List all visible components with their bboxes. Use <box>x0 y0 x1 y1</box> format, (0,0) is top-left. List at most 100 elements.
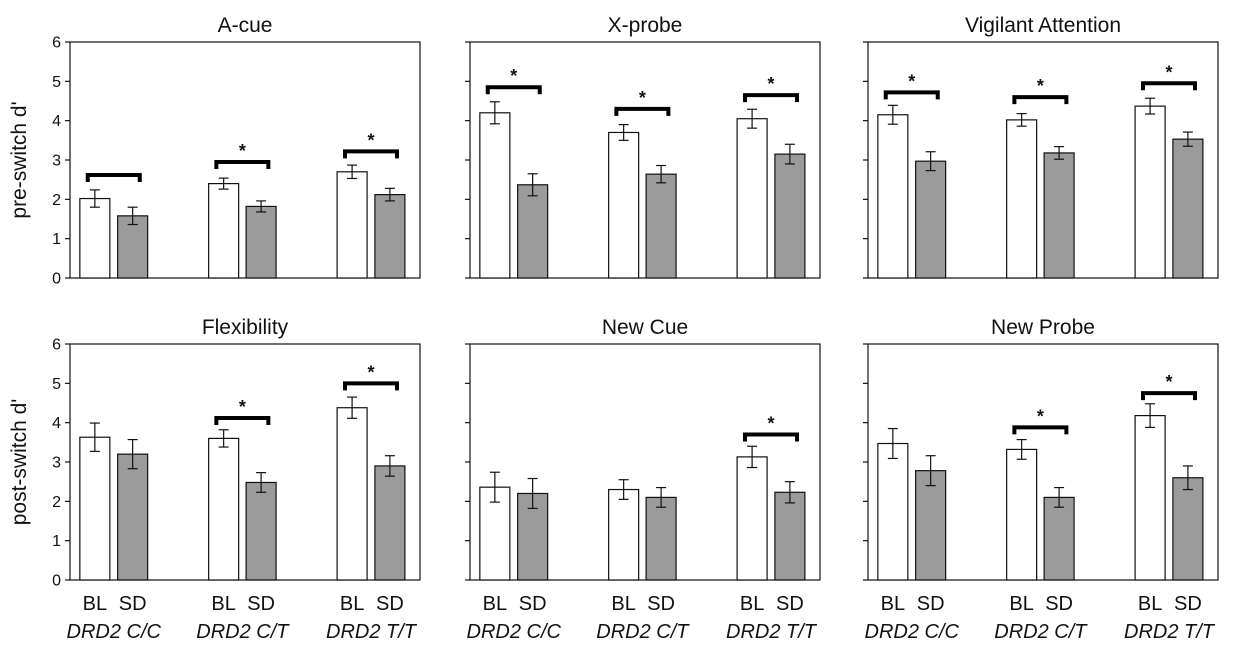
significance-bracket <box>1141 81 1197 91</box>
x-category-label: SD <box>519 593 547 615</box>
significance-marker: * <box>510 66 517 86</box>
significance-marker: * <box>1037 406 1044 426</box>
x-group-label: DRD2 C/T <box>196 621 290 642</box>
bar-bl <box>608 131 640 279</box>
bar-bl <box>736 456 768 581</box>
significance-marker: * <box>1165 62 1172 82</box>
x-category-label: BL <box>83 593 107 615</box>
x-category-label: SD <box>917 593 945 615</box>
x-group-label: DRD2 T/T <box>1124 621 1216 642</box>
y-tick-label: 5 <box>52 376 61 393</box>
bar-sd <box>915 160 947 279</box>
x-category-label: SD <box>119 593 147 615</box>
bar-sd <box>1043 152 1075 279</box>
x-category-label: BL <box>211 593 235 615</box>
x-category-label: BL <box>1009 593 1033 615</box>
panel-title: Flexibility <box>202 316 289 339</box>
y-axis-label: post-switch d' <box>8 399 31 526</box>
bar-bl <box>336 171 368 279</box>
panel-title: A-cue <box>218 14 273 37</box>
x-group-label: DRD2 T/T <box>726 621 818 642</box>
bar-bl <box>877 114 909 279</box>
x-group-label: DRD2 C/C <box>865 621 960 642</box>
significance-bracket <box>214 159 271 169</box>
significance-marker: * <box>1165 372 1172 392</box>
x-category-label: SD <box>1174 593 1202 615</box>
y-tick-label: 6 <box>52 35 61 52</box>
significance-bracket <box>743 93 799 103</box>
significance-bracket <box>343 381 399 391</box>
panel-title: New Probe <box>991 316 1095 339</box>
bar-sd <box>1172 138 1204 279</box>
x-category-label: SD <box>776 593 804 615</box>
significance-marker: * <box>767 413 774 433</box>
significance-bracket <box>743 432 799 442</box>
bar-bl <box>208 183 240 279</box>
panel-title: Vigilant Attention <box>965 14 1121 37</box>
significance-marker: * <box>239 141 246 161</box>
bar-bl <box>736 118 768 279</box>
significance-marker: * <box>908 71 915 91</box>
x-category-label: SD <box>376 593 404 615</box>
y-tick-label: 3 <box>52 153 61 170</box>
bar-sd <box>645 173 677 279</box>
bar-bl <box>79 436 111 581</box>
x-category-label: BL <box>611 593 635 615</box>
bar-sd <box>374 194 406 279</box>
bar-sd <box>1043 496 1075 581</box>
bar-sd <box>117 215 149 279</box>
x-group-label: DRD2 C/T <box>596 621 690 642</box>
significance-bracket <box>343 149 399 159</box>
significance-bracket <box>1141 391 1197 401</box>
y-tick-label: 4 <box>52 113 61 130</box>
bar-bl <box>1134 414 1166 581</box>
significance-bracket <box>214 415 271 425</box>
y-tick-label: 3 <box>52 455 61 472</box>
y-tick-label: 1 <box>52 231 61 248</box>
bar-bl <box>1134 105 1166 279</box>
significance-marker: * <box>767 74 774 94</box>
x-category-label: SD <box>247 593 275 615</box>
x-group-label: DRD2 C/T <box>994 621 1088 642</box>
x-category-label: SD <box>647 593 675 615</box>
y-tick-label: 4 <box>52 415 61 432</box>
bar-sd <box>915 470 947 581</box>
bar-bl <box>1006 448 1038 581</box>
significance-bracket <box>1012 425 1069 435</box>
significance-marker: * <box>639 88 646 108</box>
bar-sd <box>774 491 806 581</box>
bar-sd <box>374 465 406 581</box>
x-category-label: BL <box>1138 593 1162 615</box>
x-group-label: DRD2 C/C <box>67 621 162 642</box>
panel-title: X-probe <box>608 14 683 37</box>
x-group-label: DRD2 C/C <box>467 621 562 642</box>
significance-marker: * <box>239 397 246 417</box>
significance-bracket <box>1012 95 1069 105</box>
bar-sd <box>245 481 277 581</box>
y-tick-label: 6 <box>52 337 61 354</box>
bar-sd <box>517 184 549 279</box>
bar-bl <box>208 437 240 581</box>
bar-bl <box>1006 119 1038 279</box>
x-category-label: BL <box>483 593 507 615</box>
bar-bl <box>877 442 909 581</box>
significance-bracket <box>883 90 940 100</box>
y-tick-label: 0 <box>52 271 61 288</box>
x-category-label: BL <box>881 593 905 615</box>
panel-title: New Cue <box>602 316 688 339</box>
bar-bl <box>608 488 640 581</box>
bar-bl <box>79 197 111 279</box>
significance-marker: * <box>367 362 374 382</box>
significance-marker: * <box>1037 76 1044 96</box>
y-tick-label: 2 <box>52 494 61 511</box>
x-category-label: SD <box>1045 593 1073 615</box>
significance-bracket <box>614 106 671 116</box>
y-tick-label: 1 <box>52 533 61 550</box>
significance-marker: * <box>367 130 374 150</box>
bar-sd <box>645 496 677 581</box>
x-category-label: BL <box>340 593 364 615</box>
y-axis-label: pre-switch d' <box>8 101 31 218</box>
x-category-label: BL <box>740 593 764 615</box>
